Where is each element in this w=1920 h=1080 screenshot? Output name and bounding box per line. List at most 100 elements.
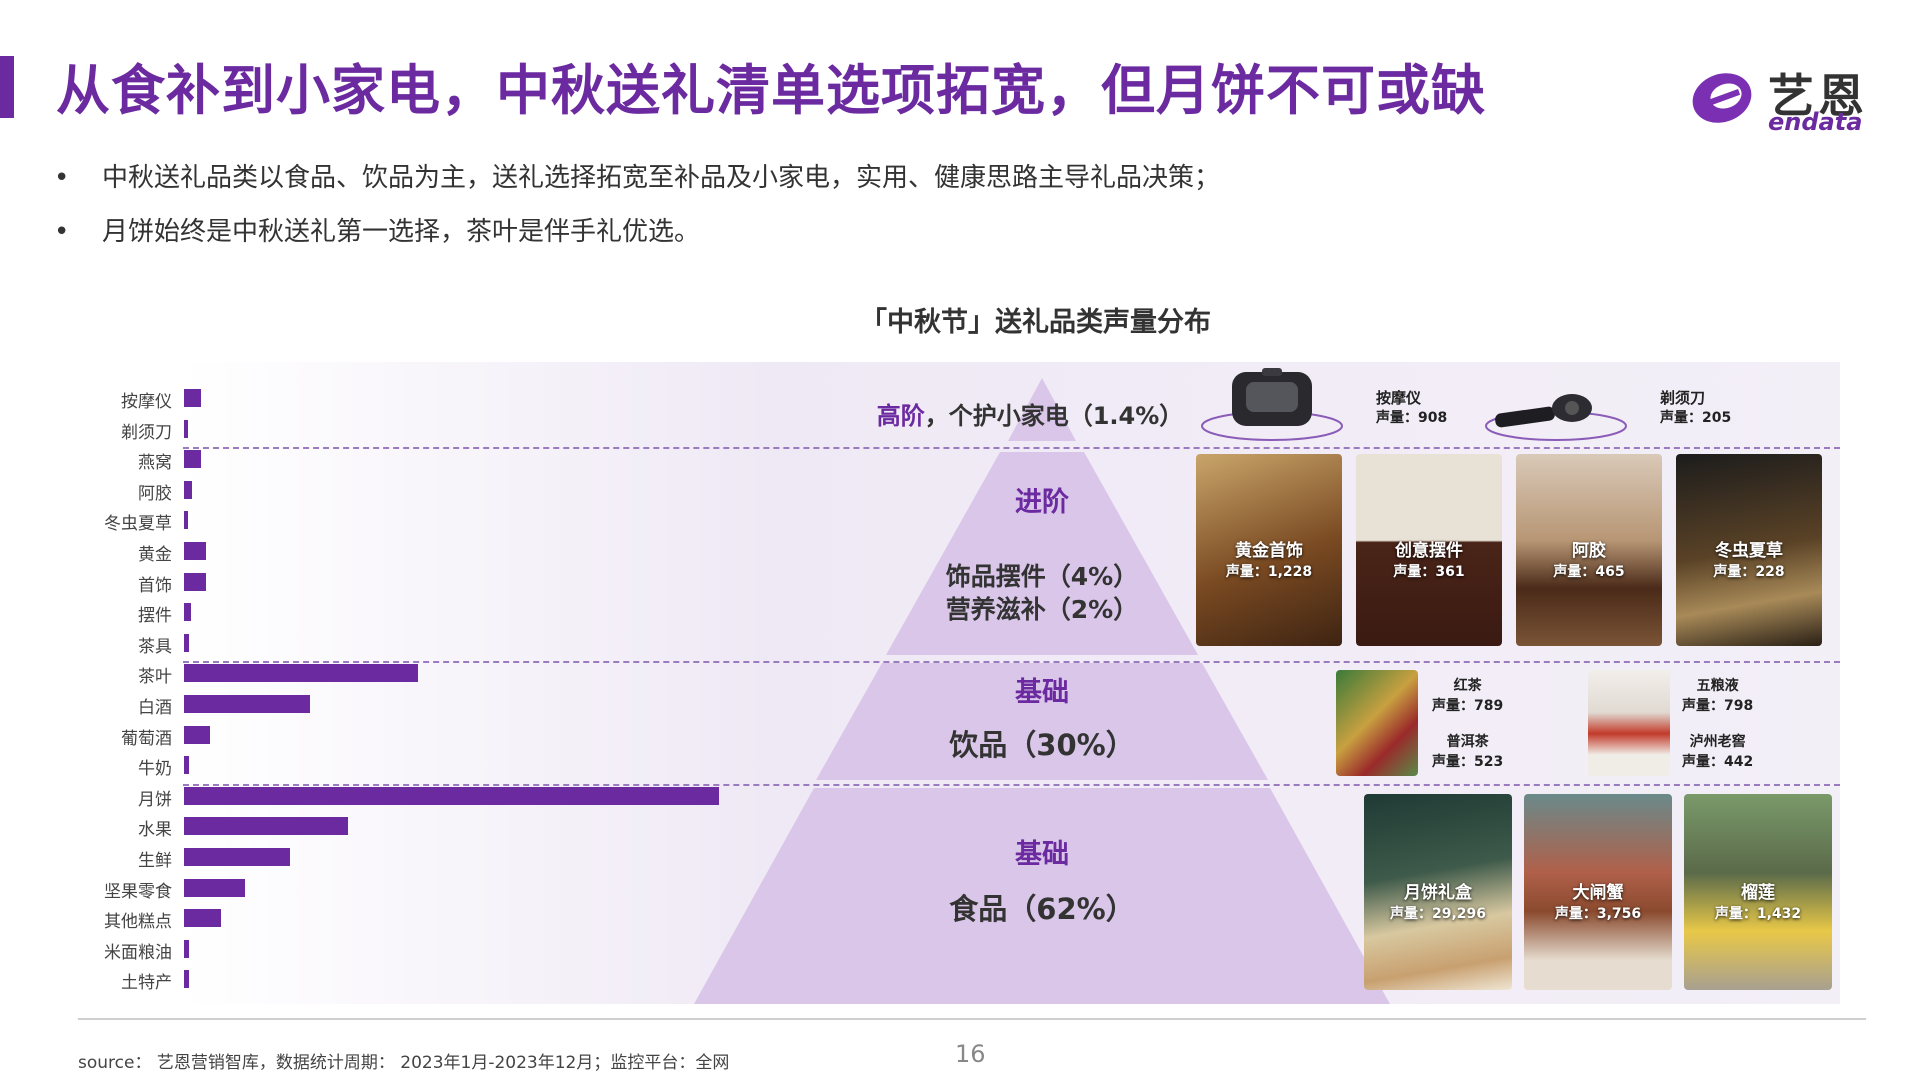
wuliangye-label: 五粮液 声量：798 [1682,676,1753,716]
luzhou-name: 泸州老窖 [1689,734,1746,750]
ejiao-value: 声量：465 [1553,564,1625,580]
tier-divider-1 [183,447,1840,449]
bar [184,695,311,713]
bar [184,572,206,591]
ornament-value: 声量：361 [1393,564,1465,580]
shaver-label: 剃须刀 声量：205 [1660,388,1731,428]
bar [184,419,188,438]
bar-label: 土特产 [121,973,172,994]
mooncake-photo: 月饼礼盒声量：29,296 [1364,794,1512,990]
bar [184,878,246,897]
mooncake-name: 月饼礼盒 [1404,883,1472,903]
bullet-list: 中秋送礼品类以食品、饮品为主，送礼选择拓宽至补品及小家电，实用、健康思路主导礼品… [50,158,1220,266]
bar [184,511,189,530]
bar-label: 茶叶 [138,667,172,688]
crab-photo: 大闸蟹声量：3,756 [1524,794,1672,990]
bar-label: 葡萄酒 [121,728,172,749]
redtea-label: 红茶 声量：789 [1432,676,1503,716]
pyramid-tier-top [1008,378,1076,441]
bar-label: 阿胶 [138,483,172,504]
bar-label: 冬虫夏草 [104,514,172,535]
bar-label: 按摩仪 [121,392,172,412]
title-accent-bar [0,56,14,118]
puer-name: 普洱茶 [1446,734,1489,750]
wuliangye-name: 五粮液 [1696,678,1739,694]
shaver-name: 剃须刀 [1660,389,1706,407]
bar [184,786,720,805]
ornament-name: 创意摆件 [1395,541,1463,561]
tier-4-desc: 食品（62%） [949,892,1135,926]
massager-label: 按摩仪 声量：908 [1376,388,1447,428]
ejiao-name: 阿胶 [1572,541,1606,561]
bar [184,480,193,499]
bullet-item: 月饼始终是中秋送礼第一选择，茶叶是伴手礼优选。 [50,212,1220,266]
tier-1-sep: ， [924,402,949,430]
tier-2-desc: 饰品摆件（4%） 营养滋补（2%） [892,560,1192,626]
tea-photo [1336,670,1418,776]
gold-jewelry-photo: 黄金首饰声量：1,228 [1196,454,1342,646]
footer-divider [78,1018,1866,1020]
bar-label: 其他糕点 [104,912,172,933]
cordyceps-value: 声量：228 [1713,564,1785,580]
bar-label: 黄金 [138,545,172,565]
tier-3-desc: 饮品（30%） [949,728,1135,762]
page-title: 从食补到小家电，中秋送礼清单选项拓宽，但月饼不可或缺 [56,59,1486,122]
bar [184,725,210,744]
gold-value: 声量：1,228 [1225,564,1313,580]
page-number: 16 [955,1040,986,1068]
tier-2-head: 进阶 [1015,487,1069,518]
chart-title: 「中秋节」送礼品类声量分布 [860,307,1211,338]
tier-1-label: 高阶，个护小家电（1.4%） [860,396,1200,431]
bar-label: 白酒 [138,698,172,718]
bar [184,909,221,928]
endata-logo: 艺恩 endata [1688,60,1888,136]
bar-label: 坚果零食 [104,881,172,902]
shaver-value: 声量：205 [1660,410,1732,426]
bar [184,450,202,469]
durian-photo: 榴莲声量：1,432 [1684,794,1832,990]
bar-label: 水果 [138,820,172,841]
wuliangye-value: 声量：798 [1682,698,1754,714]
bar-label: 米面粮油 [104,942,172,963]
tier-2-line-1: 饰品摆件（4%） [945,562,1139,591]
durian-value: 声量：1,432 [1714,906,1802,922]
logo-text-en: endata [1768,108,1863,136]
bar-label: 燕窝 [138,453,172,474]
bar-label: 牛奶 [138,759,172,780]
bar-label: 生鲜 [138,851,172,871]
mooncake-value: 声量：29,296 [1389,906,1487,922]
bar [184,389,201,407]
tier-divider-3 [183,784,1840,786]
bar [184,939,190,958]
tier-4-head: 基础 [1015,839,1069,870]
pyramid-tier-2 [886,452,1198,655]
shaver-icon [1495,394,1592,428]
bar [184,603,191,622]
tier-1-head: 高阶 [876,402,925,430]
bar [184,970,190,989]
gold-name: 黄金首饰 [1235,541,1303,561]
massager-name: 按摩仪 [1376,389,1422,407]
bar [184,756,190,775]
redtea-name: 红茶 [1453,678,1482,694]
source-note: source： 艺恩营销智库，数据统计周期： 2023年1月-2023年12月；… [78,1053,730,1073]
bar [184,848,290,866]
tier-2-line-2: 营养滋补（2%） [945,595,1139,624]
bar-label: 月饼 [138,789,172,810]
cordyceps-photo: 冬虫夏草声量：228 [1676,454,1822,646]
durian-name: 榴莲 [1741,883,1775,903]
ejiao-photo: 阿胶声量：465 [1516,454,1662,646]
logo-text-cn: 艺恩 [1768,69,1868,123]
tier-1-desc: 个护小家电（1.4%） [948,402,1184,430]
bullet-item: 中秋送礼品类以食品、饮品为主，送礼选择拓宽至补品及小家电，实用、健康思路主导礼品… [50,158,1220,212]
endata-logo-icon [1692,73,1752,123]
liquor-photo [1588,670,1670,776]
puer-label: 普洱茶 声量：523 [1432,732,1503,772]
puer-value: 声量：523 [1432,754,1504,770]
tier-3-head: 基础 [1015,677,1069,708]
crab-value: 声量：3,756 [1554,906,1642,922]
bar-label: 茶具 [138,636,172,657]
crab-name: 大闸蟹 [1572,883,1624,903]
cordyceps-name: 冬虫夏草 [1715,541,1783,561]
